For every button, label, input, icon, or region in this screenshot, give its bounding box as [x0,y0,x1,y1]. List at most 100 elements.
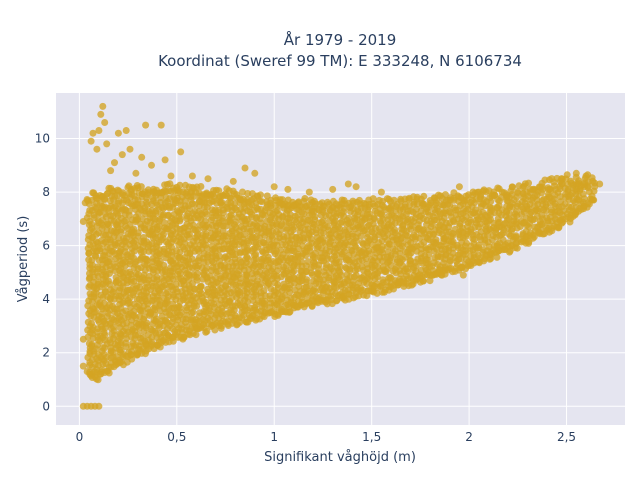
data-point [111,159,118,167]
y-tick-label: 2 [42,346,50,360]
data-point [323,261,331,269]
data-point [329,185,337,193]
data-point [122,324,130,332]
data-point [441,191,449,199]
data-point [88,341,96,348]
data-point [538,220,546,228]
y-tick-label: 8 [42,185,50,199]
data-point [307,235,315,243]
data-point [336,268,344,276]
data-point [197,324,205,332]
data-point [89,129,97,137]
data-point [479,208,487,216]
data-point [407,207,415,215]
data-point [206,272,214,280]
data-point [533,196,541,204]
data-point [79,362,87,370]
data-point [95,402,103,410]
data-point [101,119,109,126]
data-point [79,218,87,225]
x-axis-title: Signifikant våghöjd (m) [264,450,416,465]
data-point [157,121,165,129]
data-point [302,267,310,275]
data-point [459,271,467,279]
data-point [218,198,226,206]
data-point [222,282,230,290]
data-point [203,327,211,335]
data-point [204,175,212,183]
data-point [352,271,360,279]
data-point [91,373,99,381]
data-point [160,261,168,269]
data-point [344,180,352,188]
data-point [424,256,432,264]
data-point [243,253,251,261]
data-point [126,268,134,276]
data-point [101,287,109,295]
data-point [252,250,260,258]
data-point [390,212,398,220]
data-point [445,208,453,216]
data-point [240,231,248,239]
data-points [79,102,604,410]
data-point [176,181,184,189]
data-point [345,214,353,222]
chart-title-line-2: Koordinat (Sweref 99 TM): E 333248, N 61… [158,52,522,70]
data-point [132,169,140,177]
data-point [231,200,239,208]
data-point [572,169,580,177]
data-point [304,258,312,266]
data-point [172,281,180,288]
data-point [508,183,516,191]
y-axis-title: Vågperiod (s) [16,216,31,303]
y-axis-ticks: 0 2 4 6 8 10 [35,132,50,414]
data-point [274,281,282,289]
data-point [257,280,265,288]
data-point [307,269,315,277]
data-point [202,230,210,238]
data-point [579,190,587,198]
data-point [352,183,360,191]
data-point [126,145,134,153]
data-point [142,347,150,355]
data-point [333,297,340,305]
chart-title-line-1: År 1979 - 2019 [284,30,397,49]
data-point [201,217,209,225]
data-point [311,197,318,205]
data-point [305,188,313,196]
data-point [105,221,113,229]
data-point [455,183,463,191]
data-point [436,266,444,274]
data-point [88,319,95,327]
data-point [538,183,546,191]
data-point [143,319,151,327]
data-point [491,191,499,199]
data-point [432,236,440,244]
y-tick-label: 4 [42,292,50,306]
data-point [407,274,415,282]
x-tick-label: 1,5 [362,430,381,444]
data-point [114,277,121,284]
data-point [117,346,125,354]
data-point [202,241,210,249]
data-point [125,207,133,215]
data-point [575,177,583,185]
data-point [137,183,145,191]
data-point [93,145,101,153]
x-tick-label: 2 [465,430,473,444]
data-point [260,239,268,247]
data-point [273,207,281,215]
data-point [172,230,179,238]
data-point [365,270,373,278]
data-point [475,188,483,196]
data-point [513,244,521,252]
data-point [219,227,227,235]
data-point [270,183,278,191]
data-point [582,172,590,180]
data-point [153,273,161,281]
data-point [130,254,138,262]
data-point [505,209,513,217]
y-tick-label: 6 [42,239,50,253]
data-point [284,185,292,193]
data-point [243,271,251,279]
